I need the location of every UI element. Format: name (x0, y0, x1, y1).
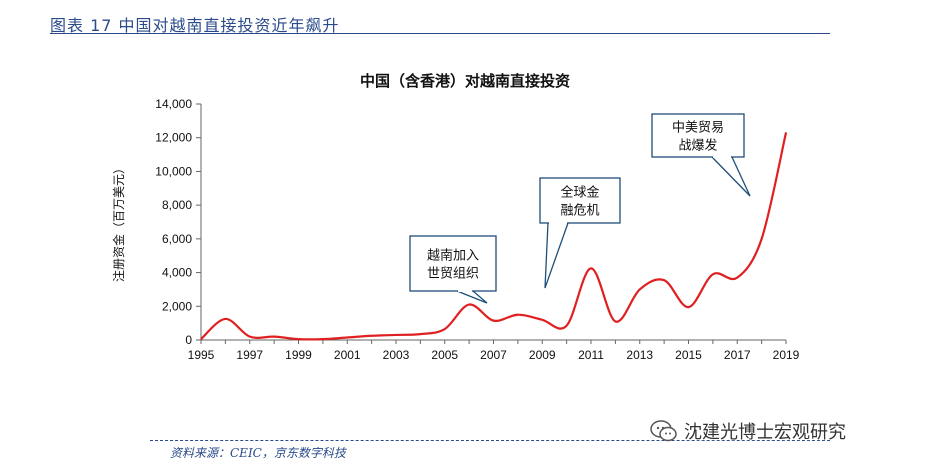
callout-text: 世贸组织 (427, 267, 479, 282)
source-divider (150, 440, 830, 441)
data-point (346, 336, 348, 339)
callout-text: 全球金 (560, 185, 599, 201)
x-tick-label: 2007 (480, 348, 507, 362)
data-point (224, 318, 226, 320)
y-axis-label: 注册资金（百万美元） (111, 162, 126, 282)
y-tick-label: 14,000 (155, 97, 192, 111)
callout-text: 融危机 (560, 204, 599, 219)
x-tick-label: 2019 (773, 348, 800, 362)
y-tick-label: 0 (185, 333, 192, 347)
x-tick-label: 1997 (236, 348, 263, 362)
x-tick-label: 2017 (724, 348, 751, 362)
y-tick-label: 6,000 (162, 232, 192, 246)
callout-text: 越南加入 (427, 248, 479, 264)
data-point (492, 320, 495, 322)
x-tick-label: 2001 (334, 348, 361, 362)
x-tick-label: 2013 (626, 348, 653, 362)
data-point (639, 288, 641, 291)
callout-pointer (710, 156, 751, 197)
x-tick-label: 2003 (383, 348, 410, 362)
data-point (687, 306, 690, 308)
watermark-text: 沈建光博士宏观研究 (684, 422, 846, 443)
y-tick-label: 4,000 (162, 266, 192, 280)
source-note: 资料来源：CEIC，京东数字科技 (170, 446, 346, 460)
x-tick-label: 2011 (578, 348, 604, 362)
data-point (322, 338, 324, 340)
callout-text: 中美贸易 (672, 121, 724, 136)
data-point (200, 338, 202, 340)
y-tick-label: 2,000 (162, 299, 192, 313)
data-point (566, 325, 568, 327)
x-tick-label: 1999 (285, 348, 312, 362)
callout-pointer (544, 222, 569, 289)
data-point (736, 277, 738, 279)
y-tick-label: 12,000 (155, 131, 192, 145)
series-layer (200, 132, 788, 341)
header-divider (50, 33, 830, 34)
data-point (614, 320, 616, 323)
data-point (712, 273, 714, 275)
y-tick-label: 8,000 (162, 198, 192, 212)
data-point (273, 336, 275, 338)
data-point (541, 319, 543, 321)
y-tick-label: 10,000 (155, 164, 192, 178)
watermark: 沈建光博士宏观研究 (650, 418, 846, 444)
wechat-icon (650, 420, 678, 442)
figure-header: 图表 17 中国对越南直接投资近年飙升 (50, 16, 340, 35)
x-tick-label: 2005 (431, 348, 458, 362)
axes: 0 2,000 4,000 6,000 8,000 10,000 12,000 14,000 1… (155, 97, 799, 362)
x-tick-label: 2009 (529, 348, 556, 362)
callout-pointer (456, 290, 488, 304)
data-point (785, 132, 787, 134)
data-point (249, 336, 251, 338)
data-point (590, 267, 592, 269)
x-tick-label: 2015 (675, 348, 702, 362)
data-point (371, 335, 373, 337)
data-point (444, 328, 446, 330)
data-point (297, 338, 300, 340)
callout-text: 战爆发 (678, 138, 717, 154)
x-tick-label: 1995 (188, 348, 215, 362)
data-point (517, 314, 519, 316)
data-point (468, 304, 470, 306)
callout-box (651, 113, 745, 158)
data-point (663, 279, 665, 281)
data-point (419, 333, 421, 335)
callout-box (539, 177, 621, 224)
chart-title: 中国（含香港）对越南直接投资 (360, 72, 570, 90)
callout-box (409, 235, 497, 292)
data-point (761, 238, 763, 240)
data-point (395, 334, 397, 336)
